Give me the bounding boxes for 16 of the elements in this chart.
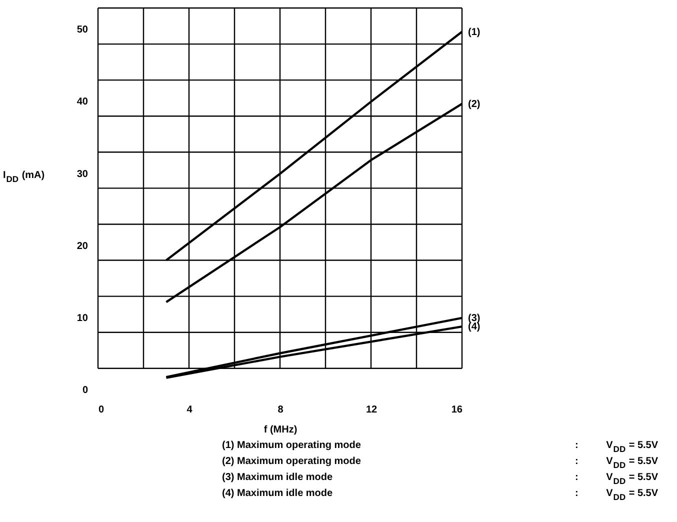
x-tick-label: 0 xyxy=(98,404,104,416)
series-label: (2) xyxy=(468,98,480,110)
x-tick-label: 16 xyxy=(451,404,463,416)
series-label: (4) xyxy=(468,322,480,333)
x-tick-label: 8 xyxy=(278,404,284,416)
y-tick-label: 40 xyxy=(76,96,88,108)
y-tick-label: 50 xyxy=(76,24,88,36)
y-tick-label: 20 xyxy=(76,240,88,252)
series-label: (3) xyxy=(468,312,480,324)
y-tick-label: 0 xyxy=(82,385,88,396)
y-tick-label: 30 xyxy=(76,168,88,180)
x-tick-label: 4 xyxy=(186,404,193,416)
series-label: (1) xyxy=(468,26,480,38)
y-tick-label: 10 xyxy=(76,312,88,324)
x-axis-title: f (MHz) xyxy=(264,424,298,436)
x-tick-label: 12 xyxy=(366,404,378,416)
